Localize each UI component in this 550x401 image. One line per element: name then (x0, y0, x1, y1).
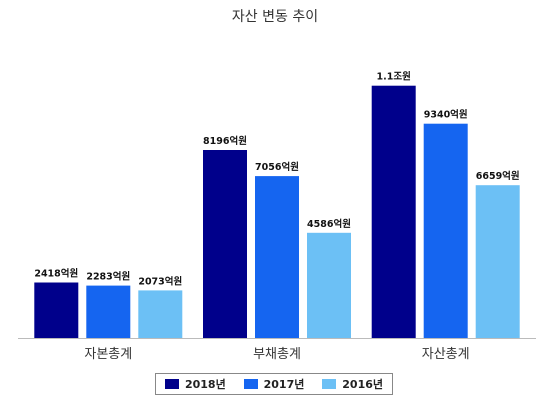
bar[interactable] (423, 123, 468, 338)
bar-value-label: 9340억원 (424, 109, 468, 121)
bar[interactable] (371, 85, 416, 338)
legend-item-2016[interactable]: 2016년 (322, 376, 383, 392)
chart-legend: 2018년 2017년 2016년 (155, 373, 393, 395)
bar-value-label: 2283억원 (86, 271, 130, 283)
legend-item-2017[interactable]: 2017년 (243, 376, 305, 392)
bar-value-label: 7056억원 (255, 161, 299, 173)
bar-value-label: 8196억원 (203, 135, 247, 147)
bar-value-label: 2418억원 (34, 268, 78, 280)
legend-label-2017: 2017년 (263, 378, 305, 391)
bar-value-label: 2073억원 (138, 275, 182, 287)
legend-swatch-2017 (243, 379, 258, 389)
bar[interactable] (255, 176, 299, 338)
bar[interactable] (34, 282, 79, 339)
x-tick-label: 부채총계 (253, 347, 301, 362)
legend-swatch-2016 (322, 379, 337, 389)
bar[interactable] (307, 232, 351, 338)
bar[interactable] (138, 290, 183, 338)
legend-item-2018[interactable]: 2018년 (164, 376, 226, 392)
legend-label-2018: 2018년 (184, 378, 226, 391)
bar[interactable] (86, 285, 131, 338)
bar[interactable] (203, 150, 247, 338)
chart-title: 자산 변동 추이 (231, 9, 319, 25)
x-tick-label: 자산총계 (422, 347, 470, 362)
bar-value-label: 4586억원 (307, 218, 351, 230)
legend-swatch-2018 (164, 379, 179, 389)
legend-label-2016: 2016년 (342, 378, 384, 391)
bar-value-label: 6659억원 (476, 170, 520, 182)
x-tick-label: 자본총계 (84, 347, 132, 362)
bar[interactable] (475, 185, 520, 338)
bar-value-label: 1.1조원 (377, 71, 411, 83)
